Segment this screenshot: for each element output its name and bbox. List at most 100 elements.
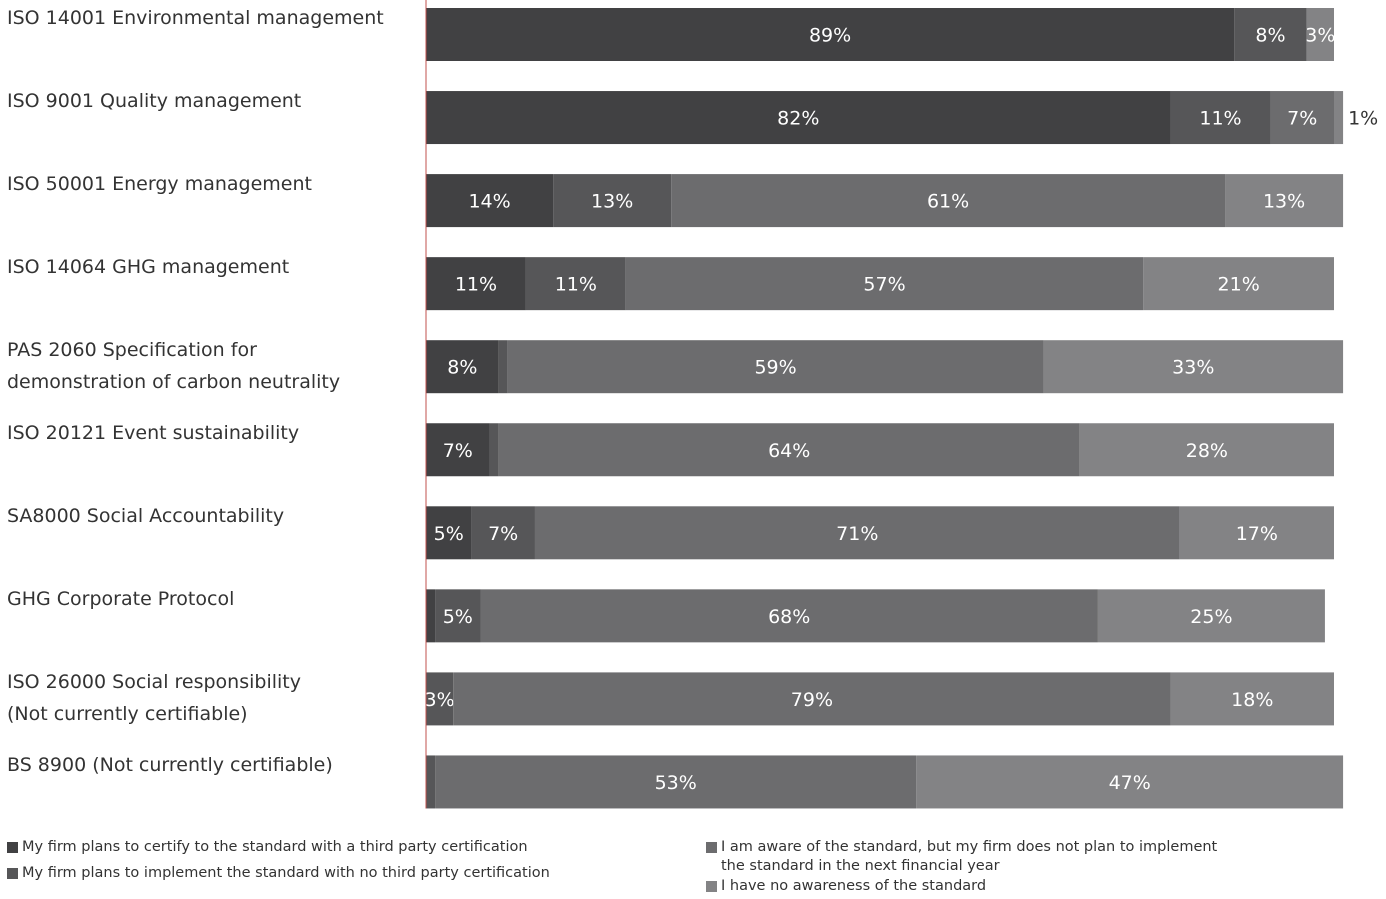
bar-segment bbox=[1225, 174, 1344, 228]
legend-swatch bbox=[706, 881, 717, 892]
bar-segment bbox=[1179, 506, 1334, 560]
data-label: 33% bbox=[1172, 357, 1214, 379]
category-label-line: ISO 14001 Environmental management bbox=[7, 7, 384, 29]
bar-segment bbox=[426, 423, 490, 477]
bar-segment bbox=[1143, 257, 1334, 311]
data-label: 71% bbox=[836, 523, 878, 545]
data-label: 82% bbox=[777, 108, 819, 130]
category-label-line: ISO 14064 GHG management bbox=[7, 256, 290, 279]
data-label: 3% bbox=[425, 689, 455, 711]
bar-segment bbox=[453, 672, 1171, 726]
bar-segment bbox=[1043, 340, 1344, 394]
data-label: 25% bbox=[1190, 606, 1232, 628]
data-label: 13% bbox=[1263, 191, 1305, 213]
data-label: 68% bbox=[768, 606, 810, 628]
bar-segment bbox=[1270, 91, 1334, 145]
bar-segment bbox=[671, 174, 1226, 228]
bar-segment bbox=[426, 672, 454, 726]
category-label-line: ISO 50001 Energy management bbox=[7, 173, 312, 196]
bar-segment bbox=[426, 755, 436, 809]
bar-segment bbox=[426, 340, 499, 394]
data-label: 13% bbox=[591, 191, 633, 213]
category-label: GHG Corporate Protocol bbox=[7, 583, 407, 615]
legend-label: My firm plans to implement the standard … bbox=[22, 865, 550, 881]
bar-segment bbox=[426, 506, 472, 560]
bar-segment bbox=[553, 174, 672, 228]
data-label: 5% bbox=[434, 523, 464, 545]
category-label-line: BS 8900 (Not currently certifiable) bbox=[7, 754, 333, 777]
bar-segment bbox=[1097, 589, 1325, 643]
category-label: ISO 9001 Quality management bbox=[7, 85, 407, 117]
legend-swatch bbox=[7, 842, 18, 853]
data-label: 1% bbox=[1348, 108, 1378, 130]
bar-segment bbox=[426, 589, 436, 643]
data-label: 5% bbox=[443, 606, 473, 628]
data-label: 8% bbox=[447, 357, 477, 379]
data-label: 57% bbox=[863, 274, 905, 296]
category-label-line: ISO 9001 Quality management bbox=[7, 90, 302, 113]
data-label: 11% bbox=[555, 274, 597, 296]
data-label: 7% bbox=[1287, 108, 1317, 130]
data-label: 7% bbox=[443, 440, 473, 462]
bar-segment bbox=[489, 423, 499, 477]
bar-segment bbox=[916, 755, 1344, 809]
data-label: 64% bbox=[768, 440, 810, 462]
category-label: ISO 50001 Energy management bbox=[7, 168, 407, 200]
legend-right: I am aware of the standard, but my firm … bbox=[706, 838, 1266, 896]
data-label: 61% bbox=[927, 191, 969, 213]
category-label-line: ISO 20121 Event sustainability bbox=[7, 422, 300, 445]
category-label-line: demonstration of carbon neutrality bbox=[7, 371, 341, 394]
bar-segment bbox=[534, 506, 1180, 560]
bar-segment bbox=[625, 257, 1144, 311]
category-label: ISO 26000 Social responsibility (Not curr… bbox=[7, 666, 407, 730]
data-label: 14% bbox=[468, 191, 510, 213]
legend-left: My firm plans to certify to the standard… bbox=[7, 838, 550, 883]
legend-label: I am aware of the standard, but my firm … bbox=[721, 838, 1217, 876]
legend-item-aware-not-implement: I am aware of the standard, but my firm … bbox=[706, 838, 1266, 876]
bar-segment bbox=[1170, 672, 1334, 726]
category-label: ISO 20121 Event sustainability bbox=[7, 417, 407, 449]
bar-segment bbox=[1170, 91, 1271, 145]
category-label: ISO 14001 Environmental management bbox=[7, 2, 407, 34]
bars-svg: 89% 8% 3% 82% 11% 7% 1% 14% 13% 61% 13% 11% 11% 57% 21… bbox=[425, 0, 1378, 809]
bar-segment bbox=[1334, 91, 1344, 145]
data-label: 11% bbox=[1199, 108, 1241, 130]
legend-label-line: I am aware of the standard, but my firm … bbox=[721, 839, 1218, 855]
bar-segment bbox=[426, 8, 1235, 61]
bar-segment bbox=[471, 506, 535, 560]
bar-segment bbox=[435, 589, 481, 643]
data-label: 28% bbox=[1186, 440, 1228, 462]
bar-segment bbox=[435, 755, 917, 809]
data-label: 3% bbox=[1305, 25, 1335, 47]
category-label-line: ISO 26000 Social responsibility bbox=[7, 671, 301, 694]
legend-item-no-awareness: I have no awareness of the standard bbox=[706, 877, 1266, 896]
bar-segment bbox=[498, 423, 1080, 477]
bar-segment bbox=[1234, 8, 1307, 61]
data-label: 53% bbox=[655, 772, 697, 794]
data-label: 7% bbox=[488, 523, 518, 545]
legend-swatch bbox=[706, 842, 717, 853]
data-label: 47% bbox=[1109, 772, 1151, 794]
legend-label: I have no awareness of the standard bbox=[721, 878, 987, 894]
bar-segment bbox=[507, 340, 1044, 394]
category-label-line: (Not currently certifiable) bbox=[7, 703, 248, 726]
data-label: 59% bbox=[754, 357, 796, 379]
bar-segment bbox=[426, 257, 526, 311]
bar-segment bbox=[426, 174, 554, 228]
bar-segment bbox=[1306, 8, 1334, 61]
data-label: 79% bbox=[791, 689, 833, 711]
bar-segment bbox=[498, 340, 508, 394]
legend-item-third-party: My firm plans to certify to the standard… bbox=[7, 838, 550, 857]
bar-segment bbox=[1079, 423, 1334, 477]
category-label-line: PAS 2060 Specification for bbox=[7, 339, 257, 362]
category-label: BS 8900 (Not currently certifiable) bbox=[7, 749, 407, 781]
category-label: SA8000 Social Accountability bbox=[7, 500, 407, 532]
stacked-bar-chart: 89% 8% 3% 82% 11% 7% 1% 14% 13% 61% 13% 11% 11% 57% 21… bbox=[7, 0, 1378, 809]
legend-label: My firm plans to certify to the standard… bbox=[22, 839, 528, 855]
category-label-line: GHG Corporate Protocol bbox=[7, 588, 235, 611]
legend-item-no-third-party: My firm plans to implement the standard … bbox=[7, 864, 550, 883]
bar-segment bbox=[480, 589, 1098, 643]
category-label: ISO 14064 GHG management bbox=[7, 251, 407, 283]
data-label: 17% bbox=[1236, 523, 1278, 545]
bar-segment bbox=[426, 91, 1171, 145]
